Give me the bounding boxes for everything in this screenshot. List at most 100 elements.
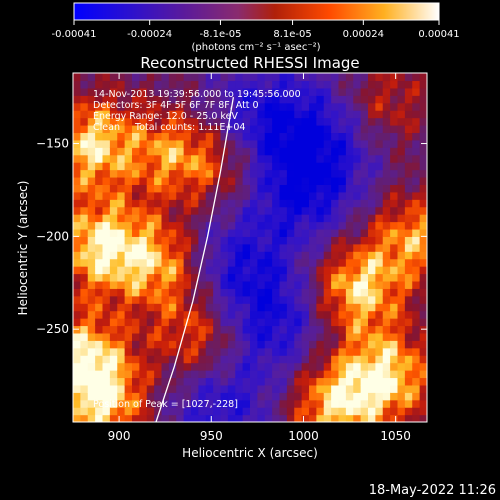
heatmap-cell <box>345 340 354 349</box>
heatmap-cell <box>257 169 266 178</box>
heatmap-cell <box>257 370 266 379</box>
heatmap-cell <box>412 95 421 104</box>
heatmap-cell <box>73 73 81 82</box>
heatmap-cell <box>117 266 126 275</box>
heatmap-cell <box>132 280 140 289</box>
heatmap-cell <box>323 102 332 111</box>
heatmap-cell <box>109 295 118 304</box>
heatmap-cell <box>191 407 199 416</box>
heatmap-cell <box>176 176 185 185</box>
heatmap-cell <box>80 288 89 297</box>
heatmap-cell <box>294 407 303 416</box>
heatmap-cell <box>87 124 96 134</box>
heatmap-cell <box>213 251 222 260</box>
heatmap-cell <box>117 228 126 237</box>
heatmap-cell <box>353 407 362 416</box>
heatmap-cell <box>250 199 258 208</box>
heatmap-cell <box>375 280 384 289</box>
heatmap-cell <box>309 184 317 193</box>
heatmap-cell <box>316 407 325 416</box>
heatmap-cell <box>331 132 340 141</box>
heatmap-cell <box>338 266 347 275</box>
heatmap-cell <box>124 199 133 208</box>
heatmap-cell <box>286 347 295 356</box>
heatmap-cell <box>323 392 332 401</box>
heatmap-cell <box>345 392 354 401</box>
heatmap-cell <box>198 384 207 393</box>
heatmap-cell <box>316 80 325 89</box>
heatmap-cell <box>309 325 317 334</box>
heatmap-cell <box>294 273 303 282</box>
heatmap-cell <box>220 377 229 386</box>
heatmap-cell <box>191 347 199 356</box>
heatmap-cell <box>124 325 133 334</box>
heatmap-cell <box>198 73 207 82</box>
heatmap-cell <box>272 399 281 408</box>
heatmap-cell <box>154 176 163 185</box>
heatmap-cell <box>183 332 192 341</box>
heatmap-cell <box>168 399 177 408</box>
heatmap-cell <box>345 169 354 178</box>
plot-frame <box>72 72 428 423</box>
heatmap-cell <box>309 95 317 104</box>
heatmap-cell <box>168 303 177 312</box>
heatmap-cell <box>360 102 369 111</box>
heatmap-cell <box>117 221 126 230</box>
heatmap-cell <box>109 132 118 141</box>
heatmap-cell <box>213 139 222 148</box>
heatmap-cell <box>412 362 421 371</box>
heatmap-cell <box>294 214 303 223</box>
heatmap-cell <box>176 362 185 371</box>
heatmap-cell <box>213 102 222 111</box>
heatmap-cell <box>102 325 111 334</box>
heatmap-cell <box>168 102 177 111</box>
heatmap-cell <box>154 399 163 408</box>
heatmap-cell <box>382 288 391 297</box>
heatmap-cell <box>242 147 251 156</box>
heatmap-cell <box>95 191 104 200</box>
heatmap-cell <box>286 221 295 230</box>
heatmap-cell <box>235 288 244 297</box>
heatmap-cell <box>102 221 111 230</box>
heatmap-cell <box>368 139 376 148</box>
heatmap-cell <box>227 347 236 356</box>
heatmap-cell <box>368 243 376 252</box>
heatmap-cell <box>338 370 347 379</box>
heatmap-cell <box>382 332 391 341</box>
heatmap-cell <box>338 87 347 96</box>
heatmap-cell <box>117 73 126 82</box>
heatmap-cell <box>286 310 295 319</box>
heatmap-cell <box>353 117 362 126</box>
heatmap-cell <box>301 110 310 119</box>
heatmap-cell <box>227 206 236 215</box>
heatmap-cell <box>198 199 207 208</box>
heatmap-cell <box>73 243 81 252</box>
heatmap-cell <box>132 251 140 260</box>
heatmap-cell <box>139 266 148 275</box>
heatmap-cell <box>382 392 391 401</box>
heatmap-cell <box>412 347 421 356</box>
heatmap-cell <box>404 73 413 82</box>
heatmap-cell <box>404 392 413 401</box>
heatmap-cell <box>146 147 155 156</box>
heatmap-cell <box>250 102 258 111</box>
heatmap-cell <box>73 318 81 327</box>
heatmap-cell <box>73 184 81 193</box>
heatmap-cell <box>382 243 391 252</box>
heatmap-cell <box>191 370 199 379</box>
heatmap-cell <box>323 318 332 327</box>
heatmap-cell <box>109 355 118 364</box>
heatmap-cell <box>404 162 413 171</box>
heatmap-cell <box>109 199 118 208</box>
heatmap-cell <box>404 176 413 185</box>
heatmap-cell <box>242 340 251 349</box>
heatmap-cell <box>286 325 295 334</box>
heatmap-cell <box>309 251 317 260</box>
heatmap-cell <box>191 325 199 334</box>
heatmap-cell <box>264 243 273 252</box>
heatmap-cell <box>390 243 399 252</box>
heatmap-cell <box>375 199 384 208</box>
heatmap-cell <box>294 87 303 96</box>
heatmap-cell <box>168 295 177 304</box>
heatmap-cell <box>301 295 310 304</box>
